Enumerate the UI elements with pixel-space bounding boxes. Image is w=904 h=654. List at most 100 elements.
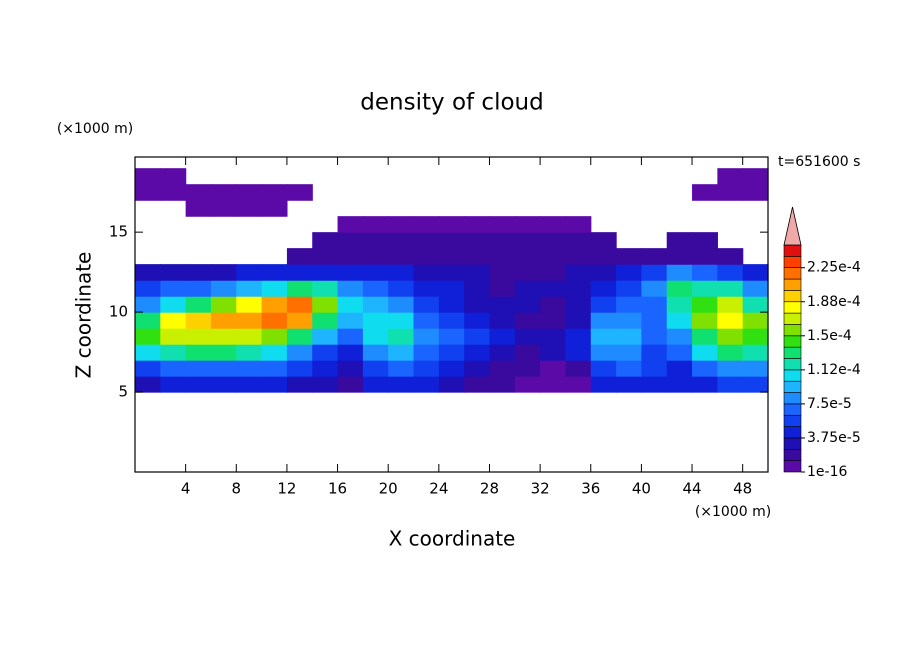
- contour-cell: [210, 200, 237, 217]
- contour-cell: [210, 376, 237, 393]
- contour-cell: [464, 264, 491, 281]
- contour-cell: [692, 280, 718, 297]
- contour-cell: [717, 344, 744, 361]
- contour-cell: [540, 248, 567, 265]
- contour-cell: [438, 280, 465, 297]
- y-axis-label: Z coordinate: [72, 252, 96, 379]
- x-tick-label: 28: [480, 480, 499, 498]
- contour-cell: [312, 296, 339, 313]
- contour-cell: [464, 280, 491, 297]
- contour-cell: [717, 168, 744, 185]
- contour-cell: [742, 264, 769, 281]
- contour-cell: [641, 312, 668, 329]
- contour-cell: [540, 296, 567, 313]
- x-axis-label: X coordinate: [389, 527, 516, 551]
- contour-cell: [717, 312, 744, 329]
- contour-cell: [261, 184, 288, 201]
- contour-cell: [464, 296, 491, 313]
- contour-cell: [438, 312, 465, 329]
- contour-cell: [236, 280, 263, 297]
- contour-cell: [413, 216, 440, 233]
- contour-cell: [413, 280, 440, 297]
- contour-cell: [185, 296, 212, 313]
- contour-cell: [312, 360, 339, 377]
- contour-cell: [388, 328, 415, 345]
- contour-cell: [160, 360, 187, 377]
- colorbar-box: [783, 358, 802, 371]
- contour-cell: [464, 248, 491, 265]
- contour-cell: [666, 312, 693, 329]
- contour-cell: [514, 280, 541, 297]
- contour-cell: [413, 296, 440, 313]
- contour-cell: [210, 360, 237, 377]
- contour-cell: [565, 232, 592, 249]
- contour-cell: [692, 328, 718, 345]
- contour-cell: [540, 312, 567, 329]
- contour-cell: [286, 248, 313, 265]
- contour-cell: [616, 376, 642, 393]
- contour-cell: [692, 232, 718, 249]
- contour-cell: [641, 280, 668, 297]
- contour-cell: [742, 328, 769, 345]
- contour-cell: [616, 312, 642, 329]
- contour-cell: [565, 344, 592, 361]
- contour-cell: [388, 248, 415, 265]
- contour-cell: [489, 296, 516, 313]
- contour-cell: [312, 248, 339, 265]
- contour-cell: [742, 360, 769, 377]
- contour-cell: [514, 360, 541, 377]
- colorbar-box: [783, 392, 802, 405]
- contour-cell: [286, 184, 313, 201]
- colorbar-box: [783, 335, 802, 348]
- contour-cell: [286, 280, 313, 297]
- contour-cell: [413, 264, 440, 281]
- contour-cell: [286, 360, 313, 377]
- contour-cell: [565, 264, 592, 281]
- contour-cell: [717, 280, 744, 297]
- contour-cell: [692, 184, 718, 201]
- contour-cell: [666, 296, 693, 313]
- contour-field: [135, 168, 769, 393]
- contour-cell: [717, 360, 744, 377]
- contour-cell: [438, 344, 465, 361]
- contour-cell: [717, 296, 744, 313]
- contour-cell: [514, 216, 541, 233]
- contour-cell: [540, 280, 567, 297]
- contour-cell: [464, 344, 491, 361]
- y-tick-label: 15: [109, 223, 128, 241]
- contour-cell: [666, 376, 693, 393]
- contour-cell: [514, 312, 541, 329]
- contour-cell: [742, 344, 769, 361]
- contour-cell: [337, 216, 364, 233]
- contour-cell: [388, 280, 415, 297]
- contour-cell: [236, 296, 263, 313]
- contour-cell: [742, 312, 769, 329]
- colorbar-box: [783, 290, 802, 303]
- contour-cell: [413, 344, 440, 361]
- colorbar-extension: [783, 206, 802, 246]
- colorbar-box: [783, 278, 802, 291]
- contour-cell: [540, 360, 567, 377]
- colorbar-box: [783, 267, 802, 280]
- contour-cell: [312, 312, 339, 329]
- contour-cell: [135, 328, 161, 345]
- contour-cell: [540, 216, 567, 233]
- colorbar-tick-label: 7.5e-5: [807, 396, 852, 412]
- contour-cell: [514, 248, 541, 265]
- contour-cell: [641, 264, 668, 281]
- contour-cell: [413, 360, 440, 377]
- contour-cell: [261, 312, 288, 329]
- contour-cell: [489, 248, 516, 265]
- contour-cell: [160, 344, 187, 361]
- contour-cell: [135, 376, 161, 393]
- contour-cell: [286, 376, 313, 393]
- colorbar-tick-label: 1.5e-4: [807, 328, 852, 344]
- contour-cell: [236, 200, 263, 217]
- contour-cell: [185, 264, 212, 281]
- contour-cell: [565, 280, 592, 297]
- contour-cell: [413, 328, 440, 345]
- contour-cell: [514, 328, 541, 345]
- contour-cell: [692, 344, 718, 361]
- colorbar-tick-label: 3.75e-5: [807, 430, 861, 446]
- contour-cell: [337, 328, 364, 345]
